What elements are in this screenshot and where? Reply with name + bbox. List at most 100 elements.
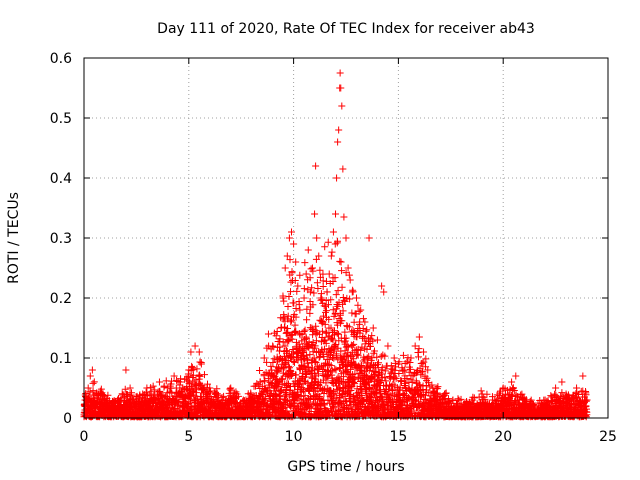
noise-point — [300, 285, 308, 293]
noise-point — [347, 383, 355, 391]
noise-point — [306, 274, 314, 282]
data-point — [304, 246, 312, 254]
noise-point — [354, 301, 362, 309]
noise-point — [301, 326, 309, 334]
noise-point — [415, 353, 423, 361]
noise-point — [410, 396, 418, 404]
noise-point — [338, 317, 346, 325]
noise-point — [308, 284, 316, 292]
noise-point — [296, 365, 304, 373]
noise-point — [494, 395, 502, 403]
data-point — [170, 372, 178, 380]
noise-point — [355, 307, 363, 315]
noise-point — [90, 378, 98, 386]
noise-point — [196, 372, 204, 380]
data-point — [107, 402, 115, 410]
noise-point — [200, 371, 208, 379]
noise-point — [331, 365, 339, 373]
data-point — [552, 384, 560, 392]
noise-point — [331, 389, 339, 397]
noise-point — [336, 364, 344, 372]
data-point — [264, 330, 272, 338]
noise-point — [293, 287, 301, 295]
noise-point — [332, 291, 340, 299]
noise-point — [283, 347, 291, 355]
noise-point — [286, 288, 294, 296]
noise-point — [332, 341, 340, 349]
noise-point — [529, 400, 537, 408]
data-point — [185, 366, 193, 374]
data-point — [337, 84, 345, 92]
noise-point — [321, 308, 329, 316]
noise-point — [309, 301, 317, 309]
noise-point — [348, 309, 356, 317]
noise-point — [359, 357, 367, 365]
noise-point — [309, 384, 317, 392]
noise-point — [292, 304, 300, 312]
noise-point — [430, 388, 438, 396]
noise-point — [312, 337, 320, 345]
noise-point — [276, 392, 284, 400]
y-tick-label: 0.2 — [50, 291, 72, 307]
data-point — [420, 348, 428, 356]
data-point — [334, 138, 342, 146]
data-point — [97, 390, 105, 398]
noise-point — [433, 397, 441, 405]
data-point — [325, 270, 333, 278]
noise-point — [292, 313, 300, 321]
noise-point — [348, 342, 356, 350]
noise-point — [290, 299, 298, 307]
noise-point — [220, 392, 228, 400]
data-point — [296, 306, 304, 314]
noise-point — [204, 391, 212, 399]
noise-point — [329, 336, 337, 344]
noise-point — [331, 310, 339, 318]
noise-point — [192, 376, 200, 384]
noise-point — [320, 400, 328, 408]
data-point — [312, 162, 320, 170]
noise-point — [285, 292, 293, 300]
data-point — [281, 264, 289, 272]
noise-point — [350, 329, 358, 337]
noise-point — [338, 377, 346, 385]
noise-point — [342, 397, 350, 405]
noise-point — [327, 362, 335, 370]
noise-point — [401, 359, 409, 367]
noise-point — [388, 397, 396, 405]
data-point — [90, 402, 98, 410]
noise-point — [351, 370, 359, 378]
noise-point — [277, 395, 285, 403]
noise-point — [359, 333, 367, 341]
noise-point — [296, 271, 304, 279]
noise-point — [104, 391, 112, 399]
noise-point — [338, 283, 346, 291]
x-tick-label: 20 — [494, 429, 512, 445]
data-point — [269, 342, 277, 350]
noise-point — [289, 389, 297, 397]
noise-point — [389, 397, 397, 405]
data-point — [300, 294, 308, 302]
noise-point — [419, 368, 427, 376]
y-tick-label: 0.6 — [50, 51, 72, 67]
noise-point — [332, 379, 340, 387]
noise-point — [291, 328, 299, 336]
noise-point — [385, 372, 393, 380]
noise-point — [185, 372, 193, 380]
data-point — [122, 366, 130, 374]
x-tick-label: 10 — [285, 429, 303, 445]
x-axis-label: GPS time / hours — [287, 459, 404, 475]
noise-point — [147, 388, 155, 396]
data-point — [321, 336, 329, 344]
data-point — [365, 234, 373, 242]
noise-point — [260, 377, 268, 385]
noise-point — [233, 398, 241, 406]
noise-point — [272, 332, 280, 340]
data-point — [338, 102, 346, 110]
noise-point — [406, 365, 414, 373]
data-point — [294, 282, 302, 290]
noise-point — [271, 372, 279, 380]
noise-point — [369, 337, 377, 345]
noise-point — [324, 360, 332, 368]
noise-point — [286, 256, 294, 264]
data-point — [176, 378, 184, 386]
